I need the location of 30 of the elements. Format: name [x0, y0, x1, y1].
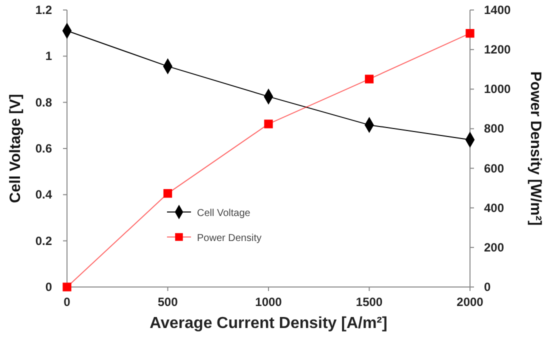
y-axis-title: Cell Voltage [V]	[7, 94, 24, 203]
point	[466, 29, 474, 38]
y-tick-label: 0.8	[35, 95, 52, 110]
y2-tick-label: 600	[484, 161, 504, 176]
y2-tick-label: 0	[484, 280, 491, 294]
point	[62, 282, 72, 292]
x-tick-label: 2000	[456, 295, 484, 309]
y2-tick-label: 1000	[484, 82, 512, 96]
point	[163, 189, 172, 198]
y2-axis-title: Power Density [W/m²]	[527, 71, 544, 226]
y2-tick-label: 800	[484, 122, 504, 136]
y-tick-label: 1	[45, 49, 52, 64]
y-tick-label: 0.2	[35, 234, 52, 248]
point	[264, 120, 273, 128]
y-tick-label: 0.6	[35, 142, 52, 156]
x-tick-label: 0	[64, 295, 71, 309]
x-tick-label: 1500	[356, 295, 383, 309]
x-tick-label: 500	[158, 295, 178, 309]
y-tick-label: 0.4	[35, 188, 52, 202]
legend-label: Power Density	[197, 233, 262, 244]
y-tick-label: 1.2	[35, 3, 52, 17]
y2-tick-label: 1400	[484, 3, 512, 17]
y2-tick-label: 400	[484, 200, 504, 215]
y-tick-label: 0	[45, 280, 52, 294]
point	[364, 74, 374, 84]
y2-tick-label: 1200	[484, 42, 512, 57]
x-axis-title: Average Current Density [A/m²]	[150, 315, 388, 332]
legend-label: Cell Voltage	[197, 208, 251, 219]
x-tick-label: 1000	[255, 295, 282, 309]
y2-tick-label: 200	[484, 240, 504, 254]
